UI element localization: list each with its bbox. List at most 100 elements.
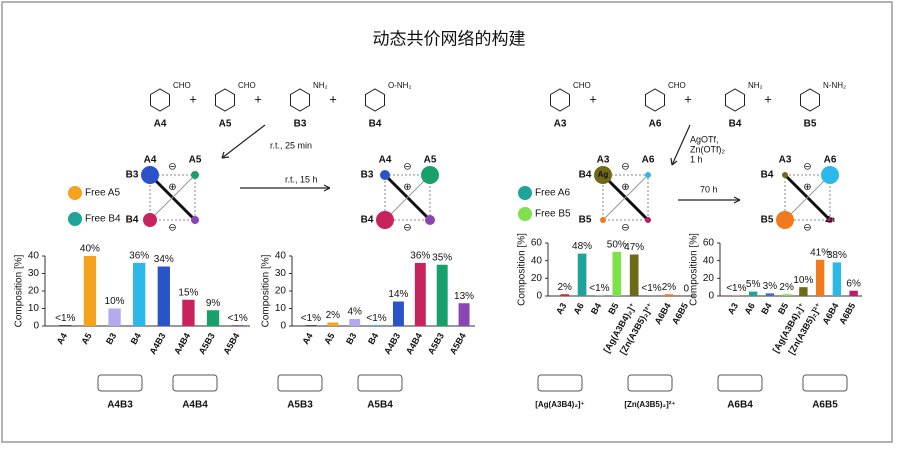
condition: 70 h (700, 184, 718, 194)
network-node (600, 217, 606, 223)
network-node (425, 215, 435, 225)
bar (232, 325, 244, 326)
reagent-group: N-NH₂ (823, 81, 846, 90)
bar (612, 252, 621, 296)
y-axis-label: Composition [%] (517, 233, 528, 306)
plus-sign: + (329, 91, 337, 106)
reagent-label: A5 (219, 119, 232, 130)
product-label: A4B3 (107, 400, 133, 411)
bar (349, 319, 360, 326)
node-label: B4 (126, 215, 139, 226)
value-label: 10% (105, 296, 125, 307)
plus-sign: + (764, 91, 772, 106)
condition: Zn(OTf)₂ (690, 144, 725, 154)
bar (849, 291, 857, 296)
bar (158, 267, 170, 327)
reagent-label: A6 (649, 119, 662, 130)
value-label: 36% (129, 251, 149, 262)
bar (133, 263, 145, 326)
value-label: <1% (726, 283, 746, 294)
value-label: 15% (178, 287, 198, 298)
node-label: B5 (579, 215, 592, 226)
product-label: [Ag(A3B4)₂]⁺ (535, 400, 585, 409)
metal-label: Zn (825, 215, 835, 224)
plus-sign: + (254, 91, 262, 106)
y-tick-label: 40 (703, 255, 715, 266)
bar (371, 325, 382, 326)
bar (766, 293, 774, 296)
y-tick-label: 20 (531, 273, 543, 284)
network-node (645, 217, 651, 223)
y-axis-label: Composition [%] (689, 233, 700, 306)
bar (305, 325, 316, 326)
sign: ⊕ (621, 182, 629, 193)
reagent-group: CHO (173, 81, 191, 90)
condition: r.t., 15 h (285, 174, 318, 184)
plus-sign: + (684, 91, 692, 106)
value-label: 48% (572, 241, 592, 252)
sign: ⊖ (803, 223, 811, 234)
value-label: <1% (366, 313, 386, 324)
y-tick-label: 20 (28, 286, 40, 297)
sign: ⊖ (403, 223, 411, 234)
metal-label: Ag (598, 170, 609, 179)
value-label: 10% (793, 275, 813, 286)
free-label: Free B4 (85, 214, 121, 225)
network-node (821, 166, 839, 184)
bar (578, 254, 587, 296)
value-label: 47% (624, 242, 644, 253)
node-label: A4 (379, 155, 392, 166)
node-label: B3 (361, 170, 374, 181)
condition: 1 h (690, 154, 703, 164)
sign: ⊖ (168, 162, 176, 173)
bar (665, 294, 674, 296)
network-node (380, 170, 390, 180)
slide-title: 动态共价网络的构建 (373, 29, 526, 48)
node-label: A4 (144, 155, 157, 166)
network-node (143, 213, 157, 227)
network-node (645, 172, 651, 178)
condition: AgOTf, (690, 134, 719, 144)
reagent-label: A3 (554, 119, 567, 130)
y-axis-label: Composition [%] (14, 254, 25, 327)
bar (393, 302, 404, 327)
reagent-group: CHO (668, 81, 686, 90)
network-node (776, 211, 794, 229)
y-tick-label: 30 (28, 268, 40, 279)
free-icon (68, 186, 82, 200)
y-tick-label: 0 (708, 291, 714, 302)
node-label: A5 (424, 155, 437, 166)
free-label: Free A5 (85, 188, 120, 199)
sign: ⊕ (403, 182, 411, 193)
network-node (191, 216, 199, 224)
node-label: B4 (361, 215, 374, 226)
value-label: 2% (662, 282, 677, 293)
plus-sign: + (189, 91, 197, 106)
value-label: 2% (557, 282, 572, 293)
y-axis-label: Composition [%] (261, 254, 272, 327)
product-label: A6B5 (812, 400, 838, 411)
value-label: 5% (746, 279, 761, 290)
value-label: 4% (347, 307, 362, 318)
value-label: 40% (80, 244, 100, 255)
bar (749, 292, 757, 296)
y-tick-label: 60 (531, 238, 543, 249)
bar (799, 287, 807, 296)
y-tick-label: 40 (531, 255, 543, 266)
reagent-group: NH₂ (313, 81, 328, 90)
reagent-group: CHO (238, 81, 256, 90)
bar (782, 294, 790, 296)
reagent-group: NH₂ (748, 81, 763, 90)
reagent-group: CHO (573, 81, 591, 90)
value-label: <1% (55, 313, 75, 324)
network-node (141, 166, 159, 184)
node-label: A6 (824, 155, 837, 166)
y-tick-label: 0 (33, 321, 39, 332)
product-label: A6B4 (727, 400, 753, 411)
y-tick-label: 10 (275, 303, 287, 314)
value-label: 6% (846, 278, 861, 289)
free-icon (518, 186, 532, 200)
value-label: <1% (301, 313, 321, 324)
bar (437, 265, 448, 326)
